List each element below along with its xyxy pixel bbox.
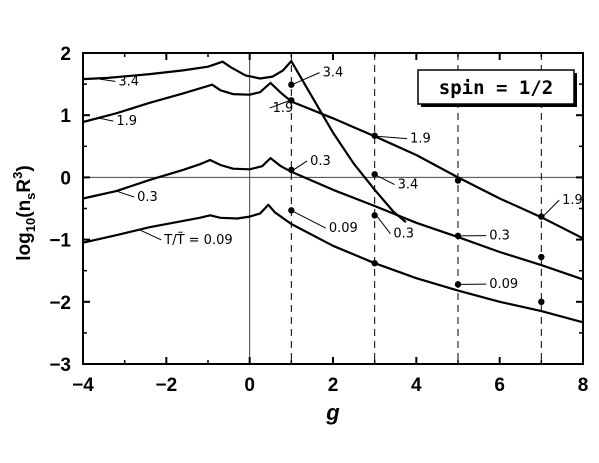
marker-point: [538, 253, 545, 261]
marker-point: [538, 298, 545, 305]
y-tick-label: 0: [60, 168, 71, 189]
legend-shadow: [574, 73, 577, 107]
annotation-label: 1.9: [410, 132, 431, 147]
legend-label: spin = 1/2: [439, 77, 553, 99]
x-tick-label: 0: [244, 375, 255, 396]
y-tick-label: −2: [49, 293, 71, 314]
annotation-label: 0.3: [489, 229, 510, 244]
marker-point: [454, 281, 462, 288]
y-tick-label: 1: [60, 106, 71, 127]
annotation-label: 0.09: [489, 277, 518, 292]
axis-ticks: −4 −2 0 2 4 6 8 −3 −2 −1 0 1 2: [49, 44, 588, 396]
y-title-mid: (n: [14, 200, 35, 218]
marker-point: [288, 81, 295, 88]
annotation-leader: [139, 229, 162, 241]
annotation-leader: [293, 211, 327, 229]
annotation-leader: [269, 99, 291, 109]
annotation-label: 0.3: [137, 190, 158, 205]
marker-point: [371, 212, 378, 219]
annotation-label: 3.4: [323, 66, 344, 81]
annotation-label: 1.9: [116, 114, 137, 129]
annotation-leader: [376, 175, 395, 186]
annotation-label: 0.09: [329, 221, 358, 236]
y-title-r: R: [14, 179, 35, 193]
annotation-leader: [293, 160, 308, 171]
x-tick-label: −4: [72, 375, 94, 396]
marker-point: [288, 207, 295, 214]
curve-4: [82, 203, 584, 324]
y-title-sup: 3: [10, 172, 25, 179]
curves: [82, 60, 584, 324]
annotation-label: 1.9: [562, 193, 583, 208]
x-tick-label: −2: [155, 375, 177, 396]
y-tick-label: −3: [49, 355, 71, 376]
curve-3: [82, 157, 584, 281]
annotation-label: 0.3: [310, 154, 331, 169]
x-tick-label: 2: [328, 375, 339, 396]
annotation-leader: [116, 190, 135, 198]
curve-2: [82, 81, 584, 240]
marker-point: [371, 171, 378, 178]
x-tick-label: 6: [494, 375, 505, 396]
marker-point: [288, 166, 295, 174]
y-title-close: ): [14, 165, 35, 171]
annotations: 3.4 1.9 0.3 T/T̃ = 0.09 3.4 1.9 0.3 1.9 3.4 0.3 1.…: [99, 66, 583, 292]
annotation-label: 3.4: [118, 74, 139, 89]
marker-point: [454, 232, 462, 240]
annotation-leader: [376, 135, 408, 140]
marker-point: [454, 177, 462, 184]
y-title-sub1: 10: [23, 218, 38, 232]
y-title-sub2: s: [23, 193, 38, 200]
y-tick-label: −1: [49, 231, 71, 252]
y-axis-title: log10(nsR3): [10, 165, 38, 260]
y-title-base: log: [14, 232, 35, 261]
annotation-leader: [376, 215, 391, 235]
x-tick-label: 4: [411, 375, 422, 396]
annotation-label: 0.3: [393, 227, 414, 242]
annotation-leader: [99, 117, 114, 122]
annotation-leader: [293, 72, 320, 85]
x-axis-title: g: [325, 400, 340, 425]
annotation-label: 1.9: [273, 101, 294, 116]
marker-point: [371, 260, 378, 267]
curve-1: [82, 60, 407, 224]
x-tick-label: 8: [578, 375, 589, 396]
annotation-leader: [99, 78, 116, 82]
marker-point: [371, 132, 378, 139]
annotation-label: 3.4: [398, 178, 419, 193]
legend-box: spin = 1/2: [417, 69, 577, 107]
marker-point: [538, 213, 545, 220]
legend-shadow-bottom: [421, 104, 577, 107]
annotation-label: T/T̃ = 0.09: [163, 233, 232, 248]
markers: [288, 81, 545, 305]
marker-point: [288, 97, 295, 104]
annotation-leader: [543, 199, 560, 217]
y-tick-label: 2: [60, 44, 71, 65]
